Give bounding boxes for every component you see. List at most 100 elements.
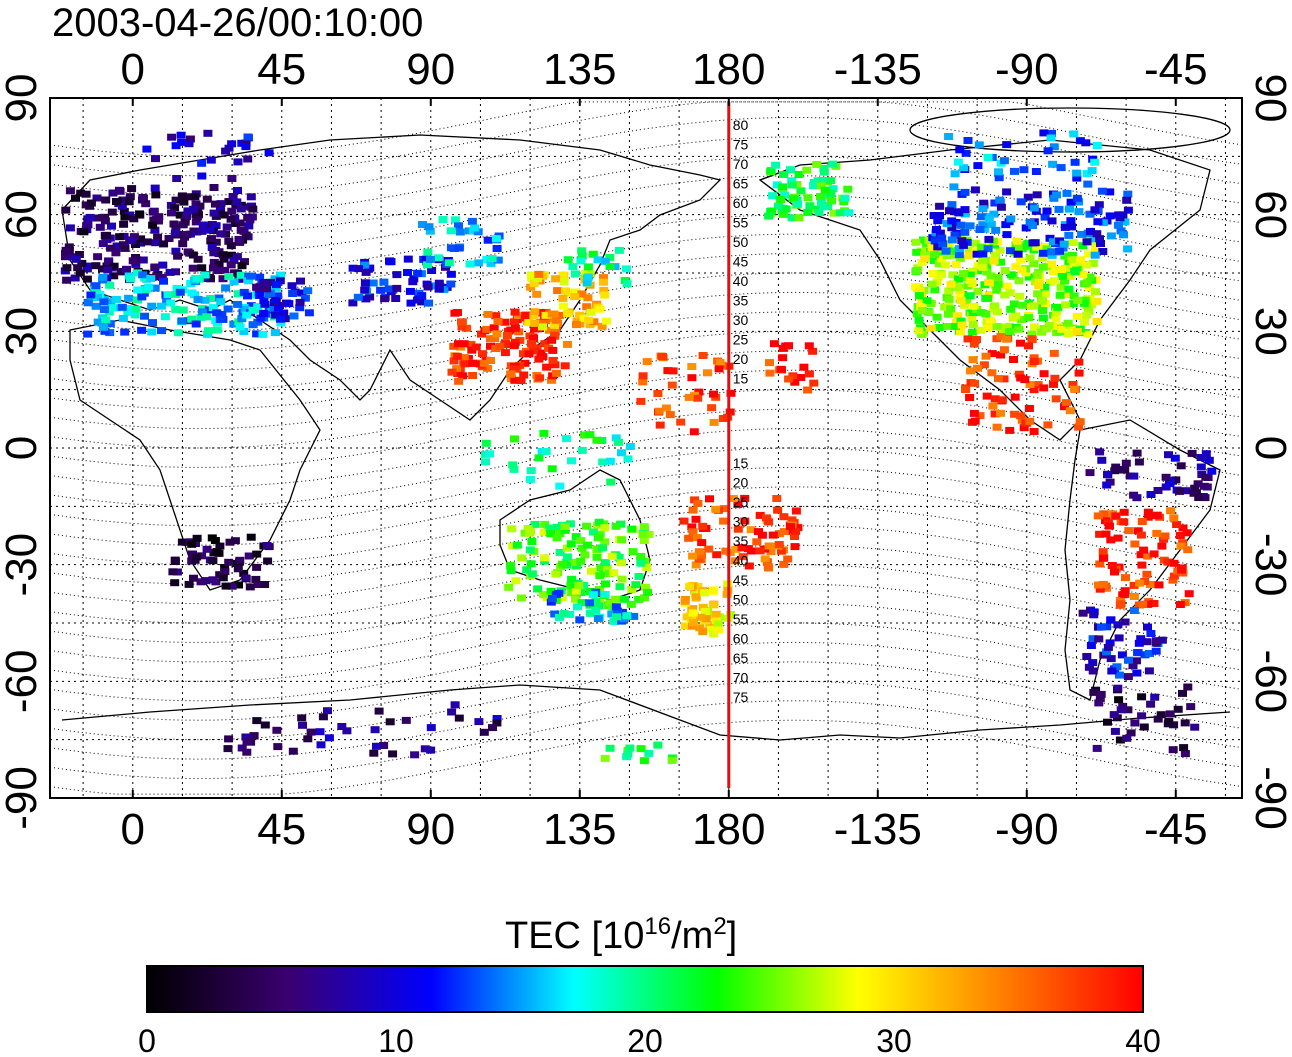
maglat-label: 30 <box>733 514 749 530</box>
tec-cell <box>501 341 511 349</box>
tec-cell <box>1075 137 1085 145</box>
tec-cell <box>1072 328 1082 335</box>
tec-cell <box>127 237 137 245</box>
lon-tick-label-top: 180 <box>692 45 765 94</box>
tec-cell <box>786 523 795 531</box>
tec-cell <box>447 368 457 376</box>
tec-cell <box>131 241 140 248</box>
tec-cell <box>943 323 953 330</box>
tec-cell <box>241 143 251 151</box>
lat-tick-label-left: -60 <box>0 650 46 714</box>
tec-cell <box>1136 531 1146 539</box>
tec-cell <box>220 266 230 274</box>
tec-cell <box>911 283 920 291</box>
tec-cell <box>252 283 262 291</box>
tec-cell <box>465 260 475 268</box>
tec-cell <box>638 372 648 380</box>
tec-cell <box>803 386 813 394</box>
tec-cell <box>691 561 701 569</box>
tec-cell <box>219 255 229 263</box>
tec-cell <box>558 271 568 279</box>
tec-cell <box>577 252 587 260</box>
tec-cell <box>1134 458 1144 466</box>
tec-cell <box>226 215 236 223</box>
tec-cell <box>468 359 478 367</box>
tec-cell <box>1103 718 1112 726</box>
tec-cell <box>682 613 692 621</box>
tec-cell <box>746 547 756 555</box>
tec-cell <box>976 309 986 317</box>
tec-cell <box>586 308 596 316</box>
tec-cell <box>138 256 148 264</box>
tec-cell <box>216 298 226 306</box>
tec-cell <box>787 516 797 524</box>
tec-cell <box>694 548 704 556</box>
tec-cell <box>74 251 84 258</box>
tec-cell <box>210 200 220 208</box>
tec-cell <box>474 259 484 267</box>
tec-cell <box>1082 653 1092 660</box>
tec-cell <box>260 300 270 308</box>
tec-cell <box>944 287 954 295</box>
tec-cell <box>634 595 644 603</box>
tec-cell <box>170 579 180 587</box>
tec-cell <box>1166 507 1176 515</box>
tec-cell <box>138 193 148 201</box>
tec-cell <box>534 454 544 462</box>
tec-cell <box>1169 514 1179 522</box>
tec-cell <box>423 248 433 256</box>
tec-cell <box>990 251 1000 259</box>
tec-cell <box>167 209 176 217</box>
tec-cell <box>689 428 699 436</box>
tec-cell <box>246 302 256 310</box>
tec-cell <box>353 293 363 301</box>
tec-cell <box>1143 508 1153 516</box>
tec-cell <box>826 189 836 197</box>
tec-cell <box>240 306 250 313</box>
tec-cell <box>1054 205 1064 213</box>
tec-cell <box>423 283 433 291</box>
tec-cell <box>1013 250 1023 258</box>
lon-tick-label-bottom: -90 <box>995 805 1059 854</box>
tec-cell <box>176 131 186 139</box>
tec-cell <box>95 223 105 231</box>
tec-cell <box>820 186 830 194</box>
maglat-label: 50 <box>733 592 749 608</box>
tec-cell <box>706 625 716 633</box>
tec-cell <box>713 620 723 628</box>
tec-cell <box>772 181 782 189</box>
tec-cell <box>954 275 963 283</box>
tec-cell <box>691 515 701 523</box>
tec-cell <box>973 162 983 170</box>
tec-cell <box>563 256 573 264</box>
tec-cell <box>1138 600 1148 608</box>
tec-cell <box>728 495 738 502</box>
tec-cell <box>638 378 648 386</box>
tec-cell <box>1094 581 1103 589</box>
tec-cell <box>1041 325 1051 333</box>
tec-cell <box>947 201 957 209</box>
tec-cell <box>535 319 545 326</box>
tec-cell <box>115 233 125 241</box>
tec-cell <box>530 308 540 316</box>
tec-cell <box>205 226 215 234</box>
tec-cell <box>948 271 958 279</box>
tec-cell <box>413 269 423 277</box>
tec-cell <box>79 228 89 236</box>
tec-cell <box>144 283 154 291</box>
tec-cell <box>147 302 157 310</box>
tec-cell <box>81 190 91 198</box>
tec-cell <box>721 547 731 555</box>
tec-cell <box>1063 319 1073 327</box>
tec-cell <box>687 622 697 630</box>
tec-cell <box>655 421 665 429</box>
tec-cell <box>105 320 115 328</box>
tec-cell <box>227 207 237 215</box>
tec-cell <box>1094 201 1104 209</box>
tec-cell <box>1181 487 1191 495</box>
tec-cell <box>577 544 587 552</box>
tec-cell <box>248 306 258 314</box>
tec-cell <box>188 264 198 272</box>
tec-cell <box>987 350 997 358</box>
tec-cell <box>245 216 255 224</box>
